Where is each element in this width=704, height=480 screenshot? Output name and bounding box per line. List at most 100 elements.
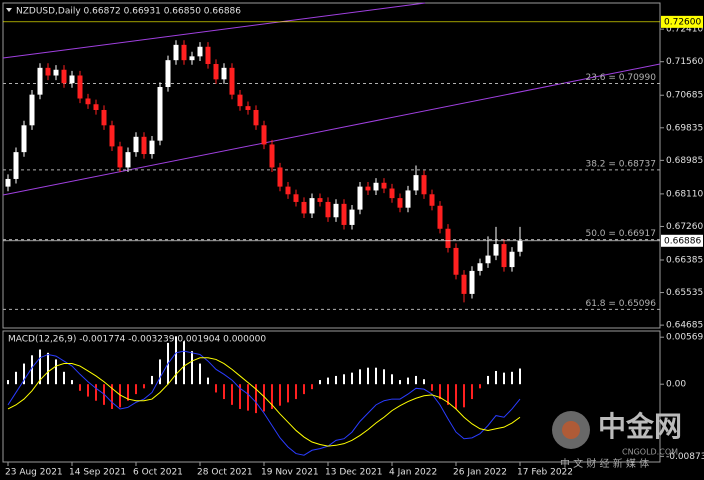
macd-bar [39, 349, 41, 385]
y-tick-label: 0.71560 [666, 57, 703, 67]
candle-body [93, 104, 99, 110]
y-tick-label: 0.67260 [666, 222, 703, 232]
macd-bar [383, 369, 385, 385]
candle-body [285, 186, 291, 195]
watermark-slogan: 中 文 财 经 新 媒 体 [560, 457, 649, 470]
candle-body [85, 98, 91, 105]
macd-bar [519, 368, 521, 385]
price-marker [661, 234, 703, 247]
macd-bar [503, 372, 505, 385]
macd-bar [495, 370, 497, 385]
candle-body [445, 228, 451, 248]
candle-body [117, 146, 123, 168]
candle-body [149, 140, 155, 155]
macd-bar [63, 371, 65, 385]
macd-bar [447, 384, 449, 405]
candle-body [197, 46, 203, 57]
macd-line [7, 350, 521, 456]
macd-bar [463, 384, 465, 408]
x-tick-label: 26 Jan 2022 [453, 468, 507, 478]
candle-body [341, 203, 347, 225]
y-tick-label: 0.68110 [666, 189, 703, 199]
candle-body [157, 86, 163, 141]
candle-body [253, 109, 259, 126]
macd-bar [471, 384, 473, 400]
macd-bar [295, 384, 297, 400]
candle-body [125, 152, 131, 168]
candle-body [461, 274, 467, 294]
x-tick-label: 4 Jan 2022 [389, 468, 437, 478]
macd-bar [431, 384, 433, 391]
macd-bar [207, 377, 209, 385]
x-tick-label: 13 Dec 2021 [325, 468, 383, 478]
candle-body [493, 244, 499, 256]
macd-bar [391, 374, 393, 385]
candle-body [21, 125, 27, 153]
candle-body [109, 125, 115, 147]
candle-body [477, 263, 483, 271]
macd-bar [399, 380, 401, 385]
candle-body [277, 167, 283, 187]
macd-bar [87, 384, 89, 397]
y-tick-label: 0.69835 [666, 123, 703, 133]
candle-body [37, 67, 43, 95]
y-tick-label: 0.65535 [666, 288, 703, 298]
candle-body [301, 201, 307, 214]
candle-body [453, 247, 459, 275]
y-tick-label: 0.005693 [666, 333, 704, 343]
candle-body [29, 94, 35, 126]
macd-bar [311, 384, 313, 390]
macd-bar [23, 363, 25, 385]
candle-body [349, 209, 355, 225]
candle-body [69, 75, 75, 84]
candle-body [165, 60, 171, 87]
candle-body [429, 194, 435, 206]
candle-body [293, 194, 299, 202]
candle-body [245, 106, 251, 110]
macd-bar [7, 380, 9, 385]
candle-body [485, 255, 491, 264]
price-marker-label: 0.66886 [664, 236, 701, 246]
macd-bar [287, 384, 289, 403]
candle-body [509, 251, 515, 268]
macd-bar [159, 359, 161, 385]
macd-bar [95, 384, 97, 401]
candle-body [237, 94, 243, 107]
candle-body [213, 64, 219, 80]
macd-bar [119, 384, 121, 408]
macd-bar [335, 375, 337, 385]
y-tick-label: 0.68985 [666, 156, 703, 166]
macd-bar [367, 367, 369, 385]
macd-bar [439, 384, 441, 400]
price-marker [661, 15, 703, 28]
macd-bar [479, 384, 481, 389]
menu-icon [6, 8, 12, 12]
macd-bar [175, 336, 177, 385]
macd-bar [407, 377, 409, 385]
macd-bar [415, 375, 417, 385]
fib-label: 38.2 = 0.68737 [585, 159, 656, 169]
candle-body [269, 144, 275, 168]
y-tick-label: 0.66385 [666, 255, 703, 265]
macd-bar [359, 369, 361, 385]
candle-body [53, 69, 59, 76]
macd-bar [487, 375, 489, 385]
candle-body [413, 175, 419, 191]
macd-bar [15, 371, 17, 385]
candle-body [221, 67, 227, 80]
candle-body [421, 175, 427, 195]
candle-body [45, 67, 51, 76]
candle-body [317, 198, 323, 202]
channel-line [2, 2, 426, 59]
candle-body [5, 178, 11, 187]
macd-bar [279, 384, 281, 406]
candle-body [365, 186, 371, 191]
candle-body [189, 56, 195, 61]
x-tick-label: 28 Oct 2021 [197, 468, 253, 478]
candle-body [469, 270, 475, 294]
y-tick-label: 0.64685 [666, 321, 703, 331]
candle-body [61, 69, 67, 84]
fib-label: 23.6 = 0.70990 [585, 73, 656, 83]
macd-bar [111, 384, 113, 409]
